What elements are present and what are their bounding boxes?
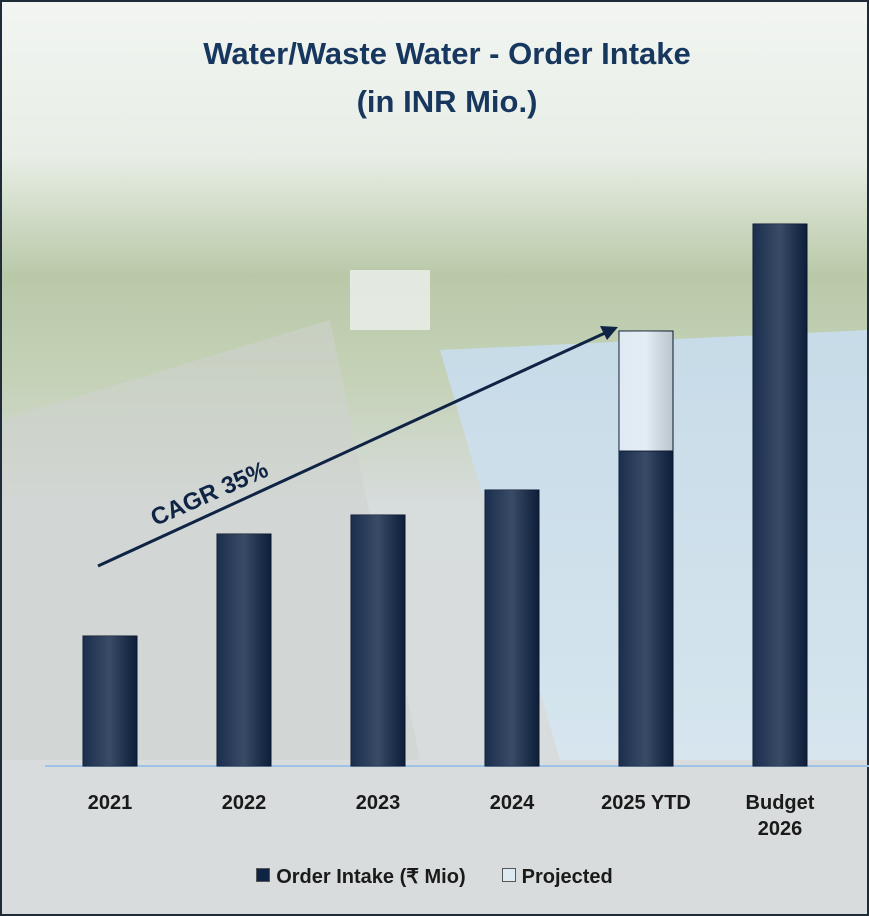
x-tick-label: 2021 [60, 790, 160, 816]
chart: Water/Waste Water - Order Intake (in INR… [0, 0, 869, 916]
legend: Order Intake (₹ Mio) Projected [0, 864, 869, 889]
legend-swatch [502, 868, 516, 882]
chart-subtitle: (in INR Mio.) [357, 84, 538, 119]
page: Water/Waste Water - Order Intake (in INR… [0, 0, 869, 916]
tower [350, 270, 430, 330]
legend-swatch [256, 868, 270, 882]
bar [83, 636, 137, 766]
bar [485, 490, 539, 766]
bar [619, 331, 673, 451]
bar [619, 451, 673, 766]
chart-title: Water/Waste Water - Order Intake [203, 36, 691, 71]
bar [753, 224, 807, 766]
x-tick-label: 2022 [194, 790, 294, 816]
legend-label: Order Intake (₹ Mio) [276, 866, 465, 888]
legend-item: Projected [502, 866, 613, 888]
x-tick-label: 2025 YTD [596, 790, 696, 816]
legend-label: Projected [522, 866, 613, 888]
bar [351, 515, 405, 766]
legend-item: Order Intake (₹ Mio) [256, 866, 465, 888]
x-tick-label: 2023 [328, 790, 428, 816]
x-tick-label: 2024 [462, 790, 562, 816]
x-tick-label: Budget 2026 [730, 790, 830, 842]
bar [217, 534, 271, 766]
